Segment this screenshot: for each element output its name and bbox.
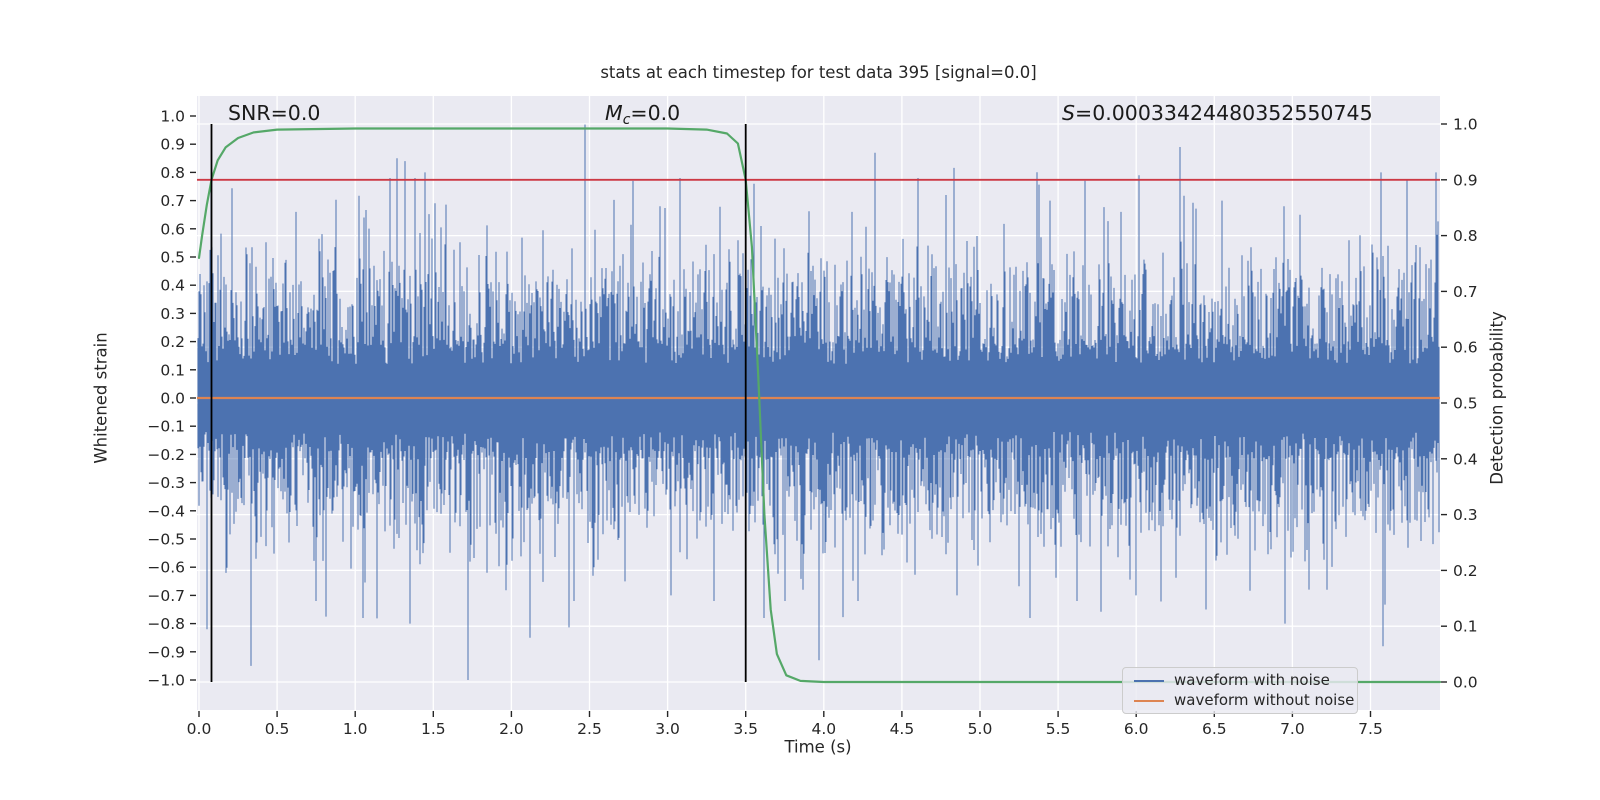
y-tick-label-left: 0.7 <box>160 192 185 210</box>
x-tick-label: 3.0 <box>655 720 680 738</box>
y-tick-label-right: 0.6 <box>1453 339 1478 357</box>
y-tick-label-left: 0.3 <box>160 305 185 323</box>
y-tick-label-right: 0.9 <box>1453 171 1478 189</box>
y-tick-label-right: 0.7 <box>1453 283 1478 301</box>
x-axis-label: Time (s) <box>784 737 852 757</box>
annotation-mc: Mc=0.0 <box>605 101 680 128</box>
y-tick-label-left: 0.5 <box>160 249 185 267</box>
y-tick-label-right: 1.0 <box>1453 116 1478 134</box>
legend-label-noise: waveform with noise <box>1174 671 1330 689</box>
annotation-mc-sub: c <box>622 112 631 128</box>
series-detection-probability <box>197 127 1442 684</box>
x-tick-label: 0.5 <box>265 720 290 738</box>
legend-item-noise: waveform with noise <box>1123 673 1357 688</box>
y-tick-label-left: −0.6 <box>147 559 185 577</box>
y-axis-label-right: Detection probability <box>1487 311 1507 485</box>
x-tick-label: 6.0 <box>1124 720 1149 738</box>
y-tick-label-left: −1.0 <box>147 672 185 690</box>
y-tick-label-left: −0.3 <box>147 474 185 492</box>
x-tick-label: 7.0 <box>1280 720 1305 738</box>
annotation-snr-value: =0.0 <box>270 101 321 125</box>
y-tick-label-left: 1.0 <box>160 108 185 126</box>
y-tick-label-left: −0.1 <box>147 418 185 436</box>
y-tick-label-right: 0.4 <box>1453 450 1478 468</box>
y-tick-label-right: 0.8 <box>1453 227 1478 245</box>
x-tick-label: 1.5 <box>421 720 446 738</box>
y-tick-label-right: 0.1 <box>1453 618 1478 636</box>
legend-item-clean: waveform without noise <box>1123 693 1357 708</box>
y-tick-label-left: 0.9 <box>160 136 185 154</box>
x-tick-label: 7.5 <box>1358 720 1383 738</box>
x-tick-label: 1.0 <box>343 720 368 738</box>
y-tick-label-left: 0.8 <box>160 164 185 182</box>
y-tick-label-left: −0.2 <box>147 446 185 464</box>
y-tick-label-left: 0.6 <box>160 220 185 238</box>
y-tick-label-left: 0.4 <box>160 277 185 295</box>
y-tick-label-left: 0.1 <box>160 361 185 379</box>
legend-line-blue <box>1134 679 1164 682</box>
y-tick-label-left: −0.4 <box>147 502 185 520</box>
x-tick-label: 0.0 <box>187 720 212 738</box>
legend-line-orange <box>1134 699 1164 702</box>
legend: waveform with noise waveform without noi… <box>1122 667 1358 714</box>
y-tick-label-left: −0.7 <box>147 587 185 605</box>
y-tick-label-right: 0.5 <box>1453 395 1478 413</box>
annotation-s-value: =0.00033424480352550745 <box>1075 101 1373 125</box>
y-tick-label-right: 0.0 <box>1453 674 1478 692</box>
x-tick-label: 5.5 <box>1046 720 1071 738</box>
x-tick-label: 5.0 <box>968 720 993 738</box>
legend-label-clean: waveform without noise <box>1174 691 1355 709</box>
chart-title: stats at each timestep for test data 395… <box>600 63 1037 82</box>
x-tick-label: 4.0 <box>811 720 836 738</box>
y-tick-label-left: 0.0 <box>160 390 185 408</box>
y-axis-label-left: Whitened strain <box>91 332 111 464</box>
annotation-snr-var: SNR <box>228 101 271 125</box>
annotation-s: S=0.00033424480352550745 <box>1062 101 1373 125</box>
y-tick-label-right: 0.3 <box>1453 506 1478 524</box>
annotation-mc-var: M <box>605 101 623 125</box>
annotation-snr: SNR=0.0 <box>228 101 320 125</box>
x-tick-label: 2.5 <box>577 720 602 738</box>
y-tick-label-left: −0.8 <box>147 615 185 633</box>
annotation-mc-value: =0.0 <box>630 101 681 125</box>
x-tick-label: 6.5 <box>1202 720 1227 738</box>
y-tick-label-left: 0.2 <box>160 333 185 351</box>
x-tick-label: 2.0 <box>499 720 524 738</box>
x-tick-label: 4.5 <box>890 720 915 738</box>
y-tick-label-right: 0.2 <box>1453 562 1478 580</box>
y-tick-label-left: −0.5 <box>147 531 185 549</box>
series-waveform-with-noise <box>197 124 1440 680</box>
y-tick-label-left: −0.9 <box>147 643 185 661</box>
annotation-s-var: S <box>1062 101 1076 125</box>
x-tick-label: 3.5 <box>733 720 758 738</box>
